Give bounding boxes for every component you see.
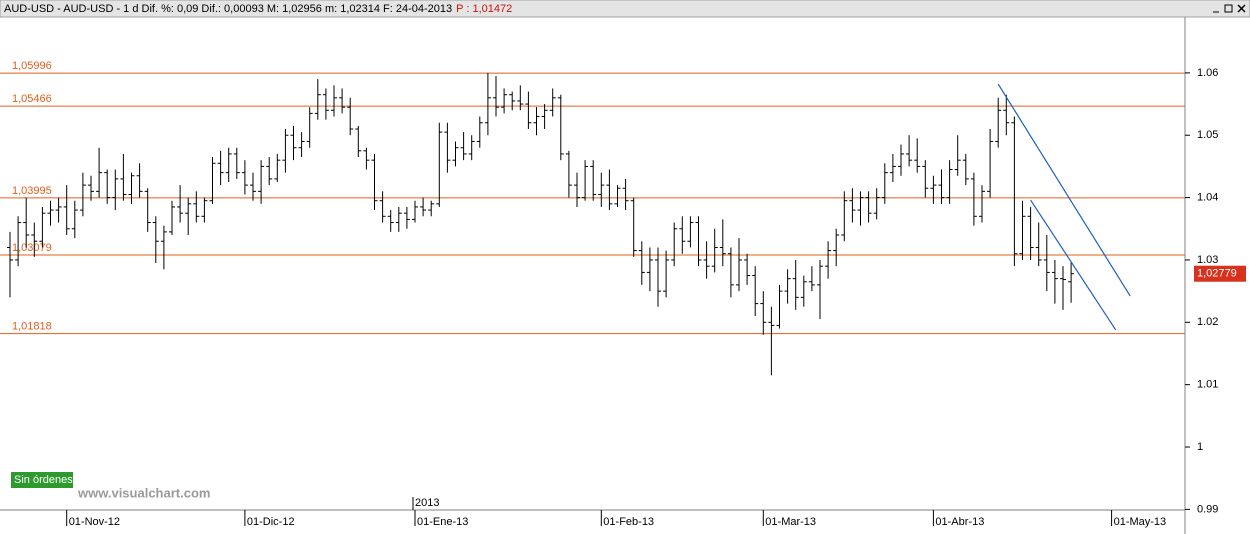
y-tick-label: 1.01 [1197, 379, 1218, 391]
header-text: AUD-USD - AUD-USD - 1 d Dif. %: 0,09 Dif… [4, 3, 452, 15]
trendline [997, 83, 1131, 297]
header-price: P : 1,01472 [456, 3, 512, 15]
level-label: 1,05466 [12, 93, 52, 105]
orders-label[interactable]: Sin órdenes [14, 474, 73, 486]
x-tick-label: 01-May-13 [1114, 516, 1167, 528]
x-tick-label: 01-Nov-12 [69, 516, 120, 528]
y-tick-label: 0.99 [1197, 503, 1218, 515]
x-tick-label: 01-Mar-13 [765, 516, 816, 528]
level-label: 1,03079 [12, 242, 52, 254]
year-label: 2013 [415, 497, 439, 509]
close-button[interactable] [1237, 4, 1246, 13]
level-label: 1,03995 [12, 185, 52, 197]
header-bar [0, 0, 1250, 18]
y-tick-label: 1.03 [1197, 254, 1218, 266]
y-tick-label: 1.02 [1197, 316, 1218, 328]
watermark: www.visualchart.com [77, 485, 210, 500]
y-tick-label: 1.05 [1197, 129, 1218, 141]
x-tick-label: 01-Ene-13 [417, 516, 468, 528]
x-tick-label: 01-Feb-13 [603, 516, 654, 528]
last-price-box [1194, 265, 1246, 282]
last-price-label: 1,02779 [1197, 268, 1237, 280]
window-buttons[interactable] [1213, 4, 1246, 13]
y-tick-label: 1 [1197, 441, 1203, 453]
y-tick-label: 1.04 [1197, 191, 1218, 203]
y-tick-label: 1.06 [1197, 67, 1218, 79]
level-label: 1,01818 [12, 321, 52, 333]
maximize-button[interactable] [1224, 4, 1233, 13]
plot: 1,05996 1,05466 1,03995 1,03079 1,01818 [0, 60, 1185, 376]
x-tick-label: 01-Abr-13 [935, 516, 984, 528]
level-label: 1,05996 [12, 60, 52, 72]
trendline [1030, 199, 1117, 331]
x-tick-label: 01-Dic-12 [247, 516, 295, 528]
orders-badge[interactable] [11, 472, 73, 488]
